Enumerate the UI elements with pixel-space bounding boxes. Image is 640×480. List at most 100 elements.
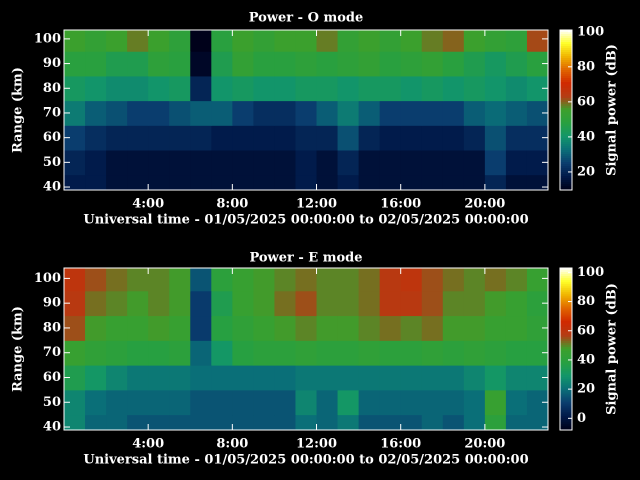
colorbar-segment — [560, 60, 572, 63]
heat-cell — [295, 51, 318, 77]
heat-cell — [505, 315, 528, 341]
colorbar-segment — [560, 308, 572, 312]
colorbar-segment — [560, 80, 572, 83]
heat-cell — [526, 340, 549, 366]
colorbar-segment — [560, 288, 572, 291]
heat-cell — [211, 125, 233, 151]
heat-cell — [64, 100, 86, 126]
colorbar-segment — [560, 324, 572, 328]
heat-cell — [295, 30, 318, 52]
heat-cell — [421, 340, 444, 366]
y-tick-label: 90 — [43, 296, 61, 311]
heat-cell — [337, 340, 360, 366]
heat-cell — [232, 150, 254, 176]
heat-cell — [253, 340, 275, 366]
x-tick-label: 8:00 — [216, 197, 248, 212]
colorbar-segment — [560, 100, 572, 103]
colorbar-segment — [560, 391, 572, 395]
heat-cell — [316, 290, 339, 317]
heat-cell — [463, 290, 486, 317]
colorbar-segment — [560, 38, 572, 41]
heat-cell — [190, 268, 212, 292]
heat-cell — [85, 75, 107, 102]
heat-cell — [337, 150, 360, 176]
heat-cell — [295, 290, 318, 317]
heat-cell — [253, 150, 275, 176]
colorbar-segment — [560, 314, 572, 318]
heat-cell — [358, 389, 381, 416]
heat-cell — [400, 315, 423, 341]
heat-cell — [253, 51, 275, 77]
heat-cell — [169, 340, 191, 366]
heat-cell — [484, 389, 507, 416]
heat-cell — [463, 365, 486, 391]
colorbar-segment — [560, 357, 572, 360]
heat-cell — [169, 268, 191, 292]
heat-cell — [421, 75, 444, 102]
y-tick-label: 60 — [43, 370, 61, 385]
heat-cell — [274, 268, 296, 292]
colorbar-segment — [560, 126, 572, 129]
heat-cell — [127, 174, 149, 191]
heat-cell — [190, 75, 212, 102]
heat-cell — [106, 414, 128, 431]
y-tick-label: 70 — [43, 105, 61, 120]
heat-cell — [169, 389, 191, 416]
heat-cell — [64, 30, 86, 52]
colorbar-segment — [560, 150, 572, 153]
colorbar-segment — [560, 421, 572, 425]
x-axis-label: Universal time - 01/05/2025 00:00:00 to … — [83, 213, 528, 228]
heat-cell — [148, 30, 170, 52]
heat-cell — [463, 30, 486, 52]
heat-cell — [484, 125, 507, 151]
colorbar-segment — [560, 310, 572, 314]
heat-cell — [505, 290, 528, 317]
heat-cell — [337, 365, 360, 391]
colorbar-segment — [560, 385, 572, 388]
heat-cell — [190, 150, 212, 176]
heat-cell — [526, 365, 549, 391]
colorbar-segment — [560, 393, 572, 397]
heat-cell — [85, 125, 107, 151]
heat-cell — [127, 30, 149, 52]
heat-cell — [106, 340, 128, 366]
heat-cell — [421, 125, 444, 151]
heat-cell — [211, 51, 233, 77]
heat-cell — [484, 365, 507, 391]
heat-cell — [400, 290, 423, 317]
heat-cell — [484, 51, 507, 77]
colorbar-segment — [560, 361, 572, 364]
heat-cell — [295, 315, 318, 341]
heat-cell — [463, 414, 486, 431]
colorbar-segment — [560, 144, 572, 147]
heat-cell — [463, 150, 486, 176]
heat-cell — [64, 125, 86, 151]
heat-cell — [526, 174, 549, 191]
colorbar-segment — [560, 106, 572, 109]
heat-cell — [211, 389, 233, 416]
heat-cell — [337, 268, 360, 292]
heat-cell — [463, 389, 486, 416]
colorbar-segment — [560, 342, 572, 346]
colorbar-segment — [560, 278, 572, 281]
heat-cell — [463, 75, 486, 102]
heat-cell — [127, 125, 149, 151]
heat-cell — [232, 174, 254, 191]
colorbar-segment — [560, 399, 572, 403]
heat-cell — [85, 340, 107, 366]
heat-cell — [316, 125, 339, 151]
colorbar-tick-label: 40 — [577, 352, 595, 367]
x-tick-label: 4:00 — [132, 437, 164, 452]
colorbar-segment — [560, 397, 572, 401]
colorbar-segment — [560, 375, 572, 378]
heat-cell — [274, 414, 296, 431]
heat-cell — [400, 389, 423, 416]
heat-cell — [505, 340, 528, 366]
heat-cell — [400, 51, 423, 77]
colorbar-segment — [560, 82, 572, 85]
colorbar-segment — [560, 72, 572, 75]
heat-cell — [316, 150, 339, 176]
colorbar-segment — [560, 383, 572, 386]
heat-cell — [211, 365, 233, 391]
